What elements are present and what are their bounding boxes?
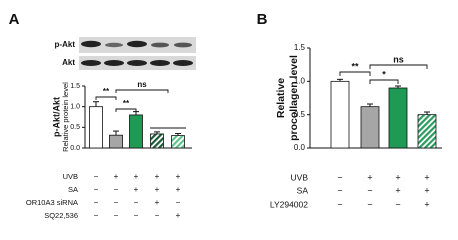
treatment-sign: − [395, 199, 400, 209]
y-tick-label: 0.5 [294, 110, 306, 119]
treatment-sign: − [114, 198, 119, 207]
treatment-sign: + [176, 185, 181, 194]
y-tick-label: 0.0 [70, 145, 80, 152]
y-tick-label: 1.5 [294, 43, 306, 52]
blot-band [104, 60, 124, 66]
panel-label: B [257, 11, 268, 28]
western-blot: p-Akt Akt [55, 37, 196, 70]
y-tick-label: 1.0 [70, 104, 80, 111]
blot-band [150, 60, 170, 66]
y-axis-title: procollagen level [288, 55, 300, 141]
blot-band [174, 42, 192, 48]
treatment-sign: − [94, 172, 99, 181]
bar [150, 133, 164, 149]
treatment-sign: − [94, 198, 99, 207]
treatment-sign: − [155, 211, 160, 220]
treatment-sign: − [337, 172, 342, 182]
bar [171, 135, 185, 149]
treatment-label: SQ22,536 [44, 211, 78, 220]
treatment-label: UVB [63, 172, 78, 181]
treatment-sign: + [424, 199, 429, 209]
treatment-label: OR10A3 siRNA [26, 198, 78, 207]
treatment-sign: + [114, 172, 119, 181]
blot-band [151, 42, 169, 48]
significance-bracket [369, 79, 399, 84]
blot-band [81, 40, 101, 48]
y-tick-label: 0.5 [70, 124, 80, 131]
treatment-sign: + [134, 185, 139, 194]
treatment-sign: + [155, 198, 160, 207]
bar [330, 80, 350, 149]
blot-band [81, 60, 101, 66]
treatment-sign: + [176, 211, 181, 220]
blot-band [105, 42, 123, 48]
treatment-sign: + [395, 172, 400, 182]
significance-label: ns [137, 80, 147, 89]
bar [89, 106, 103, 149]
bar [388, 87, 408, 149]
treatment-sign: + [424, 172, 429, 182]
significance-label: ns [393, 54, 404, 64]
treatment-label: UVB [291, 172, 309, 182]
significance-label: ** [123, 99, 130, 108]
treatment-sign: + [155, 185, 160, 194]
y-tick-label: 1.5 [70, 83, 80, 90]
treatment-sign: + [424, 185, 429, 195]
treatment-sign: + [367, 172, 372, 182]
significance-bracket [95, 96, 117, 100]
blot-band [127, 40, 147, 48]
treatment-sign: − [337, 199, 342, 209]
blot-band [127, 60, 147, 66]
treatment-sign: + [155, 172, 160, 181]
y-tick-label: 1.0 [294, 76, 306, 85]
treatment-label: SA [68, 185, 78, 194]
treatment-sign: − [94, 211, 99, 220]
bar [417, 114, 437, 149]
treatment-sign: − [337, 185, 342, 195]
treatment-label: LY294002 [270, 199, 308, 209]
treatment-sign: + [395, 185, 400, 195]
y-tick-label: 0.0 [294, 143, 306, 152]
significance-label: ** [351, 61, 359, 71]
blot-label: Akt [62, 58, 75, 67]
treatment-label: SA [297, 185, 309, 195]
significance-label: ** [103, 87, 110, 96]
treatment-sign: + [176, 172, 181, 181]
figure: p-Akt Akt Ap-Akt/Akt Relative protein lev… [9, 11, 442, 220]
blot-band [173, 60, 193, 66]
blot-label: p-Akt [55, 40, 76, 49]
treatment-sign: − [367, 199, 372, 209]
treatment-sign: − [114, 211, 119, 220]
panel-label: A [9, 11, 20, 28]
treatment-sign: − [134, 198, 139, 207]
significance-bracket [115, 89, 169, 93]
significance-label: * [382, 69, 386, 79]
treatment-sign: − [176, 198, 181, 207]
bar [360, 106, 380, 149]
significance-bracket [339, 71, 371, 76]
treatment-sign: + [134, 172, 139, 181]
y-axis-title: Relative protein level [61, 82, 70, 152]
treatment-sign: − [134, 211, 139, 220]
treatment-sign: − [114, 185, 119, 194]
significance-bracket [369, 64, 428, 69]
y-axis-title: p-Akt/Akt [51, 97, 61, 137]
y-axis-title: Relative [275, 78, 287, 118]
treatment-sign: − [367, 185, 372, 195]
bar [129, 114, 143, 149]
significance-bracket [115, 108, 137, 112]
bar [109, 134, 123, 149]
treatment-sign: − [94, 185, 99, 194]
